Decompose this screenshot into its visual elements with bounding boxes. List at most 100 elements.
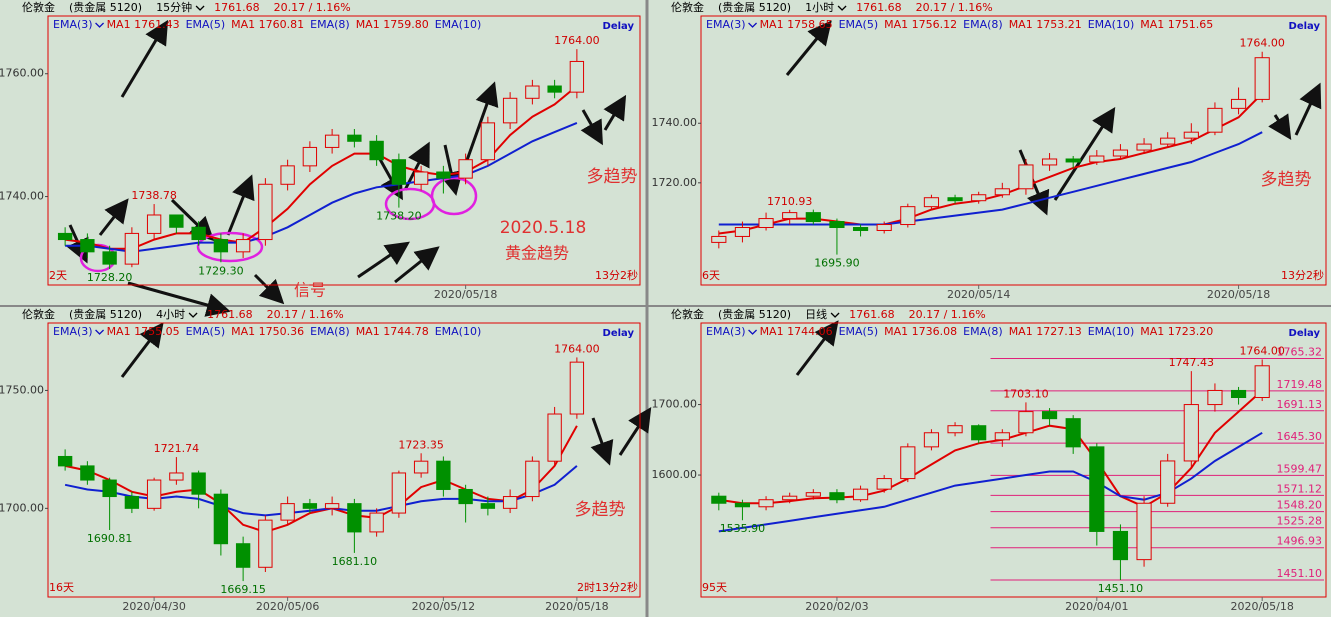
dropdown-icon xyxy=(830,312,840,318)
candle-body xyxy=(829,492,845,501)
candle-body xyxy=(124,496,140,509)
candle-body xyxy=(1018,164,1034,190)
corner-right: 2时13分2秒 xyxy=(577,580,638,594)
header-market: (贵金属 5120) xyxy=(69,0,142,14)
dropdown-icon xyxy=(748,22,758,28)
candle-body xyxy=(347,134,362,142)
indicator: EMA(3) xyxy=(706,325,746,338)
corner-left: 2天 xyxy=(49,269,67,282)
indicator: MA1 1755.05 xyxy=(107,325,180,338)
candle-body xyxy=(1254,57,1270,100)
indicator: MA1 1759.80 xyxy=(356,18,429,31)
candle-body xyxy=(391,472,407,514)
candle-body xyxy=(80,465,95,481)
candle-body xyxy=(102,251,117,265)
candle-body xyxy=(280,503,295,521)
corner-left: 95天 xyxy=(702,581,727,594)
header-market: (贵金属 5120) xyxy=(69,307,142,321)
candle-body xyxy=(391,159,407,185)
indicator: EMA(5) xyxy=(186,18,226,31)
indicator: MA1 1723.20 xyxy=(1140,325,1213,338)
x-tick-label: 2020/02/03 xyxy=(805,600,868,613)
header-price: 1761.68 xyxy=(207,308,253,321)
dropdown-icon xyxy=(748,329,758,335)
header-market: (贵金属 5120) xyxy=(718,307,791,321)
dropdown-icon xyxy=(195,5,205,11)
annotation: 信号 xyxy=(294,281,326,300)
x-tick-label: 2020/05/14 xyxy=(947,288,1010,301)
delay-label: Delay xyxy=(603,328,635,339)
indicator: EMA(10) xyxy=(1088,18,1135,31)
plot-frame xyxy=(700,15,1327,286)
candle-body xyxy=(146,214,162,234)
candle-body xyxy=(1018,411,1034,434)
candle-body xyxy=(525,85,540,99)
delay-label: Delay xyxy=(1289,21,1321,32)
candle-body xyxy=(458,488,473,505)
high-label: 1747.43 xyxy=(1169,356,1215,369)
candle-body xyxy=(324,134,340,148)
candle-body xyxy=(280,165,295,185)
indicator: MA1 1761.43 xyxy=(107,18,180,31)
candle-body xyxy=(235,239,251,253)
indicator: EMA(10) xyxy=(435,325,482,338)
high-label: 1764.00 xyxy=(1239,344,1285,357)
candle-body xyxy=(480,122,496,161)
high-label: 1723.35 xyxy=(398,438,444,451)
high-label: 1764.00 xyxy=(1239,37,1285,50)
candle-body xyxy=(805,492,821,497)
x-tick-label: 2020/05/18 xyxy=(545,600,608,613)
candle-body xyxy=(347,503,362,533)
candle-body xyxy=(923,197,940,208)
indicator: EMA(3) xyxy=(53,18,93,31)
corner-left: 16天 xyxy=(49,581,74,594)
x-tick-label: 2020/04/01 xyxy=(1065,600,1128,613)
candle-body xyxy=(711,495,727,504)
candle-body xyxy=(146,479,162,509)
candle-body xyxy=(1160,460,1176,504)
candle-body xyxy=(547,85,562,93)
level-label: 1719.48 xyxy=(1277,378,1323,391)
header-change: 20.17 / 1.16% xyxy=(909,308,986,321)
candle-body xyxy=(994,188,1010,196)
candle-body xyxy=(191,226,206,241)
header-price: 1761.68 xyxy=(849,308,895,321)
candle-body xyxy=(436,171,451,179)
header-period: 日线 xyxy=(805,307,827,321)
y-tick-label: 1740.00 xyxy=(652,116,698,129)
candle-body xyxy=(80,239,95,253)
low-label: 1728.20 xyxy=(87,271,133,284)
candle-body xyxy=(1183,131,1199,139)
candle-body xyxy=(1041,158,1058,166)
delay-label: Delay xyxy=(1289,328,1321,339)
candle-body xyxy=(413,460,429,474)
delay-label: Delay xyxy=(603,21,635,32)
high-label: 1710.93 xyxy=(767,195,813,208)
indicator: MA1 1760.81 xyxy=(231,18,304,31)
candle-body xyxy=(502,97,518,124)
indicator: MA1 1753.21 xyxy=(1009,18,1082,31)
candle-body xyxy=(124,232,140,265)
dropdown-icon xyxy=(837,5,847,11)
candle-body xyxy=(805,212,821,223)
indicator: EMA(8) xyxy=(310,325,350,338)
low-label: 1535.90 xyxy=(720,522,766,535)
indicator: EMA(5) xyxy=(839,325,879,338)
header-name: 伦敦金 xyxy=(22,0,55,14)
candle-body xyxy=(258,183,273,241)
indicator: EMA(8) xyxy=(963,18,1003,31)
candle-body xyxy=(235,543,251,568)
indicator: EMA(8) xyxy=(310,18,350,31)
candle-body xyxy=(1089,446,1105,532)
candle-body xyxy=(1112,530,1129,561)
y-tick-label: 1760.00 xyxy=(0,67,44,80)
corner-right: 13分2秒 xyxy=(1281,268,1324,282)
x-tick-label: 2020/05/18 xyxy=(434,288,497,301)
indicator: EMA(10) xyxy=(1088,325,1135,338)
high-label: 1703.10 xyxy=(1003,387,1049,400)
corner-left: 6天 xyxy=(702,269,720,282)
candle-body xyxy=(734,502,751,508)
header-change: 20.17 / 1.16% xyxy=(916,1,993,14)
x-tick-label: 2020/05/18 xyxy=(1230,600,1293,613)
x-tick-label: 2020/05/12 xyxy=(412,600,475,613)
